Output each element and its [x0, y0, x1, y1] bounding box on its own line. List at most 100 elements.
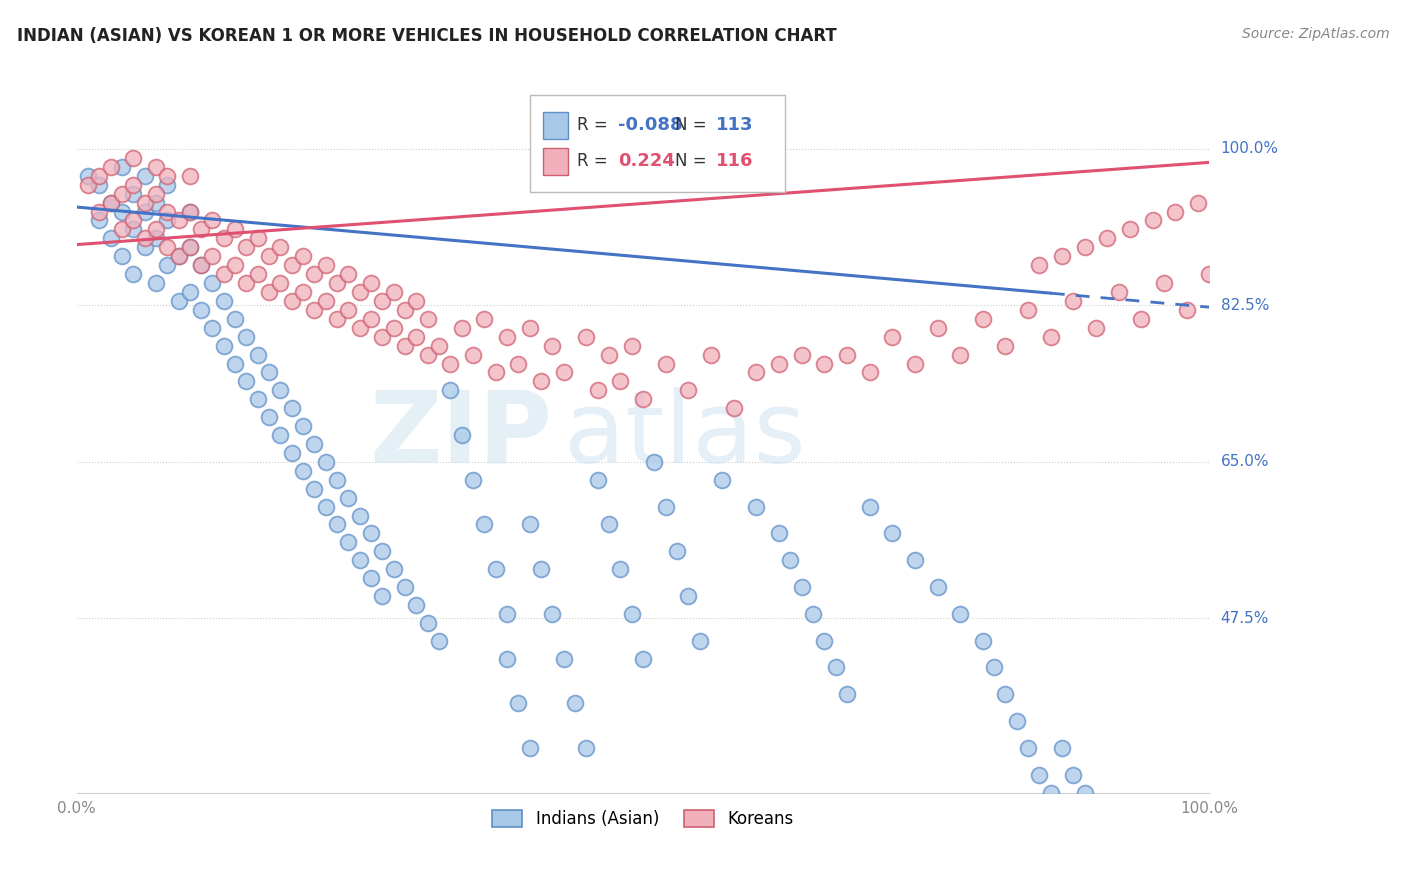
Point [1164, 204, 1187, 219]
Point [122, 151, 145, 165]
Point [541, 338, 564, 352]
Point [427, 338, 450, 352]
Point [461, 473, 484, 487]
Point [156, 213, 179, 227]
Point [337, 491, 360, 505]
Point [1062, 768, 1084, 782]
Point [598, 517, 620, 532]
Point [813, 633, 835, 648]
Point [134, 231, 156, 245]
Point [326, 311, 349, 326]
Point [269, 428, 291, 442]
Point [1017, 741, 1039, 756]
Point [904, 553, 927, 567]
Point [530, 562, 553, 576]
Point [145, 222, 167, 236]
Point [586, 384, 609, 398]
Point [304, 267, 326, 281]
Point [257, 285, 280, 299]
Point [167, 213, 190, 227]
Point [519, 517, 541, 532]
Point [768, 526, 790, 541]
Point [394, 302, 416, 317]
Point [111, 186, 134, 201]
Point [983, 660, 1005, 674]
Point [145, 231, 167, 245]
Point [360, 276, 382, 290]
Point [201, 276, 224, 290]
Point [111, 249, 134, 263]
FancyBboxPatch shape [543, 112, 568, 139]
Point [994, 687, 1017, 701]
Point [949, 607, 972, 621]
Point [678, 589, 700, 603]
Point [224, 258, 246, 272]
Point [1050, 741, 1073, 756]
Point [349, 508, 371, 523]
Point [745, 366, 768, 380]
FancyBboxPatch shape [530, 95, 785, 192]
Point [145, 186, 167, 201]
Point [508, 357, 530, 371]
Point [1097, 231, 1119, 245]
Point [292, 419, 315, 434]
Point [665, 544, 688, 558]
Point [349, 553, 371, 567]
Point [292, 249, 315, 263]
Point [723, 401, 745, 416]
Point [1198, 267, 1220, 281]
Point [167, 249, 190, 263]
Point [654, 357, 676, 371]
Point [167, 293, 190, 308]
Point [1005, 714, 1028, 728]
Point [281, 401, 304, 416]
Point [89, 213, 111, 227]
Point [179, 285, 201, 299]
Point [496, 651, 519, 665]
Point [689, 633, 711, 648]
Point [122, 186, 145, 201]
Point [519, 320, 541, 334]
Point [304, 482, 326, 496]
Point [212, 338, 235, 352]
Text: R =: R = [578, 116, 613, 135]
Point [326, 517, 349, 532]
Point [858, 500, 880, 514]
Point [882, 329, 904, 343]
Point [405, 329, 427, 343]
Point [292, 464, 315, 478]
Point [360, 311, 382, 326]
Point [122, 213, 145, 227]
Point [700, 348, 723, 362]
Text: 82.5%: 82.5% [1220, 298, 1268, 313]
Point [801, 607, 824, 621]
Text: 65.0%: 65.0% [1220, 454, 1270, 469]
Point [235, 240, 257, 254]
Point [904, 357, 927, 371]
Point [405, 293, 427, 308]
Point [711, 473, 734, 487]
Point [496, 607, 519, 621]
Point [156, 178, 179, 192]
Point [779, 553, 801, 567]
Point [835, 687, 858, 701]
Point [496, 329, 519, 343]
Point [485, 562, 508, 576]
Point [519, 741, 541, 756]
Point [156, 258, 179, 272]
Point [439, 357, 461, 371]
Point [382, 285, 405, 299]
Point [371, 293, 394, 308]
Point [824, 660, 846, 674]
Point [835, 348, 858, 362]
Point [382, 562, 405, 576]
Point [212, 293, 235, 308]
Point [382, 320, 405, 334]
Point [269, 384, 291, 398]
Point [416, 615, 439, 630]
Text: INDIAN (ASIAN) VS KOREAN 1 OR MORE VEHICLES IN HOUSEHOLD CORRELATION CHART: INDIAN (ASIAN) VS KOREAN 1 OR MORE VEHIC… [17, 27, 837, 45]
Point [201, 213, 224, 227]
Point [620, 338, 643, 352]
Point [111, 160, 134, 174]
Point [179, 169, 201, 183]
